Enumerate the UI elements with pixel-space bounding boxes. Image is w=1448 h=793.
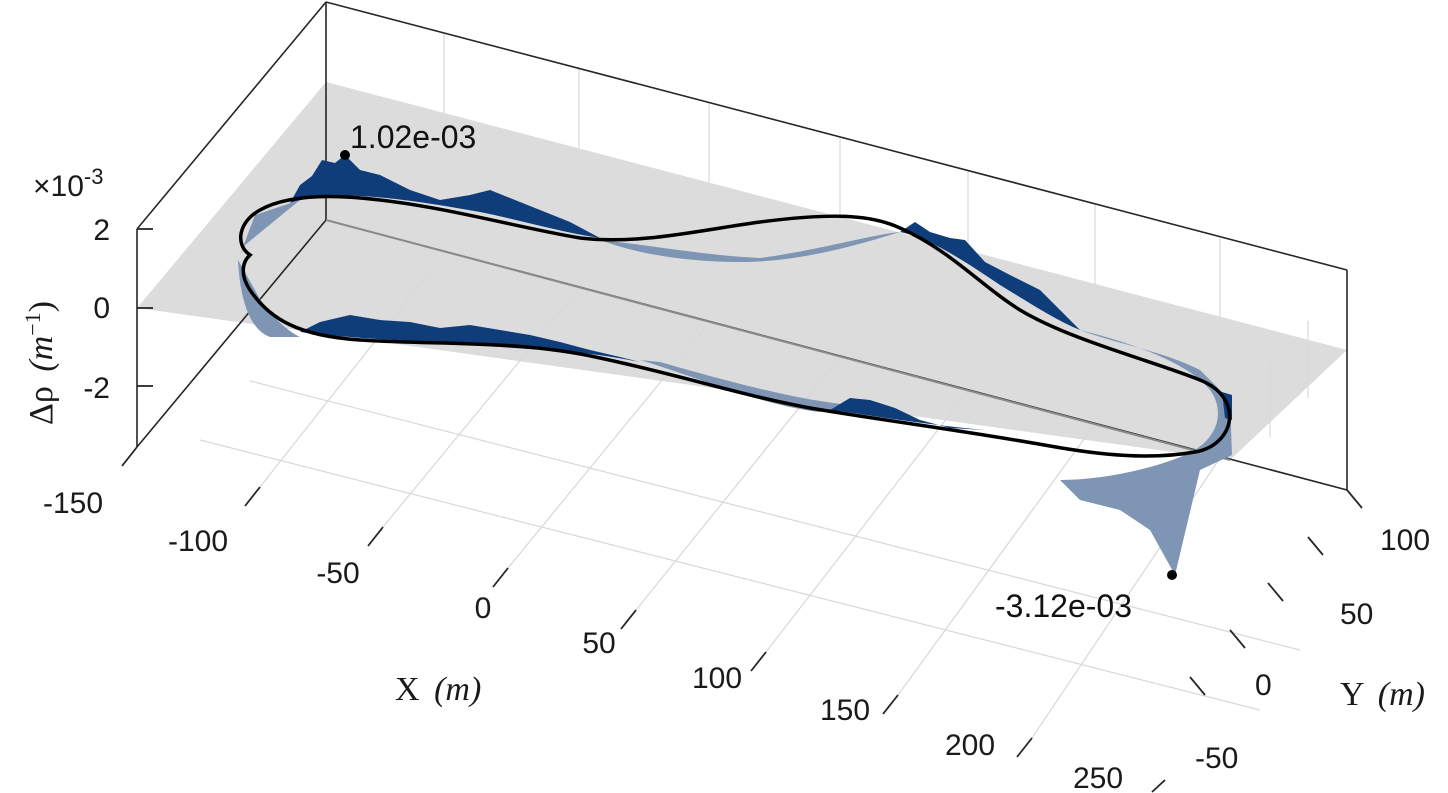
x-axis: -150 -100 -50 0 50 100 150 200 250 X (m) bbox=[43, 446, 1166, 793]
y-axis: 100 50 0 -50 Y (m) bbox=[1189, 489, 1430, 775]
y-axis-label: Y (m) bbox=[1340, 676, 1425, 713]
min-marker bbox=[1167, 570, 1177, 580]
negative-deviation-fill bbox=[238, 200, 1232, 575]
z-tick-label: 2 bbox=[93, 214, 110, 247]
y-tick-label: 0 bbox=[1255, 669, 1272, 702]
y-tick-label: 50 bbox=[1340, 598, 1373, 631]
positive-fill-bottom-right bbox=[830, 398, 985, 430]
positive-fill-top-left bbox=[290, 155, 600, 238]
z-axis: 2 0 -2 ×10-3 Δρ (m−1) bbox=[20, 164, 153, 425]
y-tick-label: -50 bbox=[1195, 742, 1238, 775]
zero-plane bbox=[137, 82, 1347, 460]
x-tick-label: 100 bbox=[692, 662, 742, 695]
max-annotation: 1.02e-03 bbox=[350, 119, 476, 155]
z-exponent: ×10-3 bbox=[33, 164, 103, 203]
x-tick-label: -100 bbox=[168, 525, 228, 558]
negative-fill-edge bbox=[240, 200, 300, 255]
positive-fill-top-right bbox=[900, 222, 1080, 330]
negative-fill-left bbox=[238, 260, 300, 337]
track-line bbox=[239, 194, 1232, 458]
negative-fill-top bbox=[600, 232, 900, 262]
negative-fill-right bbox=[1060, 330, 1232, 575]
x-tick-label: -50 bbox=[316, 557, 359, 590]
x-tick-label: 50 bbox=[582, 627, 615, 660]
z-axis-label: Δρ (m−1) bbox=[20, 301, 60, 425]
x-tick-label: 250 bbox=[1073, 762, 1123, 793]
min-annotation: -3.12e-03 bbox=[995, 588, 1132, 624]
x-tick-label: 150 bbox=[820, 694, 870, 727]
x-tick-label: 0 bbox=[475, 592, 492, 625]
x-tick-label: 200 bbox=[945, 729, 995, 762]
max-marker bbox=[340, 150, 350, 160]
y-tick-label: 100 bbox=[1380, 524, 1430, 557]
x-reference-line bbox=[325, 219, 1231, 461]
z-tick-label: -2 bbox=[83, 372, 110, 405]
z-tick-label: 0 bbox=[93, 292, 110, 325]
negative-fill-bottom bbox=[640, 360, 850, 412]
x-axis-label: X (m) bbox=[395, 671, 481, 708]
x-tick-label: -150 bbox=[43, 487, 103, 520]
